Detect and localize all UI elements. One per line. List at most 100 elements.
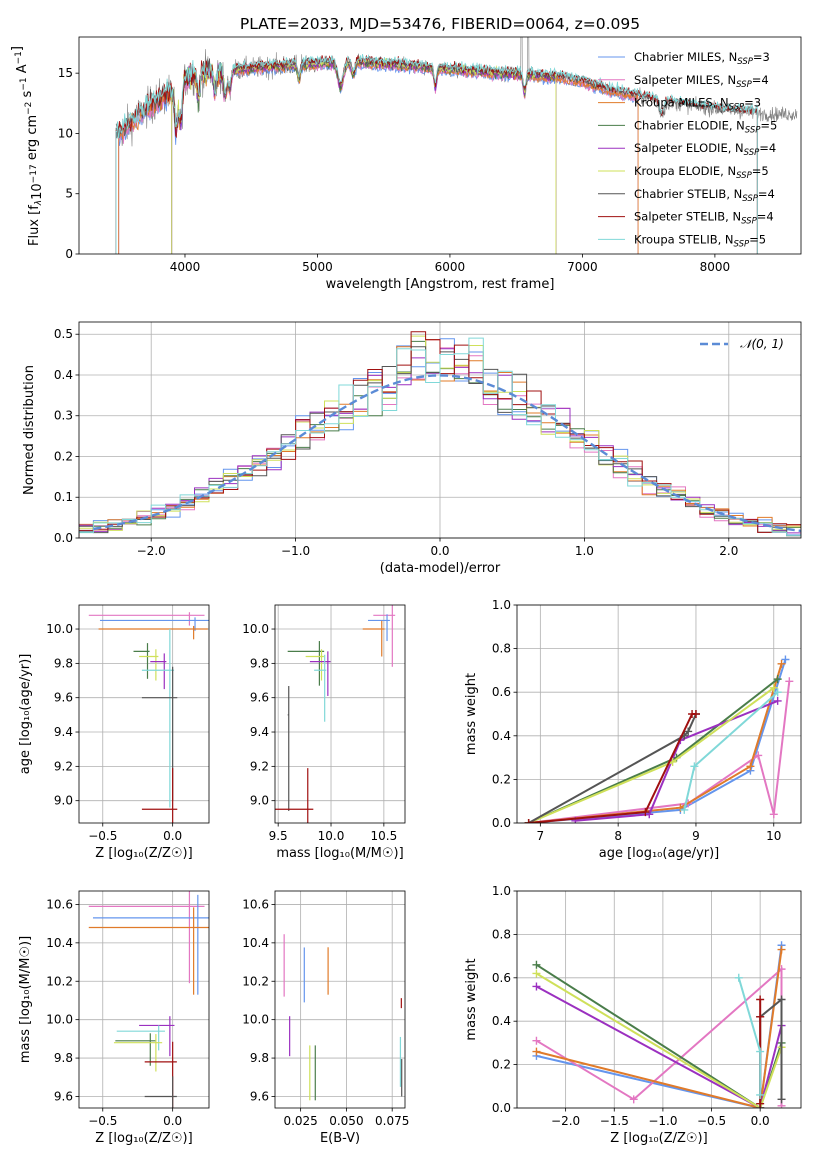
- legend-sub: SSP: [736, 80, 752, 90]
- legend-entry-kroupa_elodie: Kroupa ELODIE, NSSP=5: [634, 164, 769, 181]
- x-tick-label: 0.0: [430, 544, 449, 558]
- y-axis-label-part: erg cm: [25, 115, 40, 164]
- x-tick-label: 0.050: [329, 1114, 363, 1128]
- x-axis-label: Z [log₁₀(Z/Z☉)]: [95, 1131, 192, 1146]
- legend-sub: SSP: [729, 103, 745, 113]
- y-tick-label: 0.8: [492, 642, 511, 656]
- y-tick-label: 9.6: [54, 691, 73, 705]
- weight-marker-salpeter_stelib: [691, 710, 700, 718]
- axes-frame: [78, 321, 802, 539]
- y-axis-label-part: s: [20, 90, 35, 101]
- y-tick-label: 15: [58, 66, 73, 80]
- x-tick-label: −2.0: [137, 544, 166, 558]
- legend-tail: =3: [753, 50, 770, 64]
- y-tick-label: 0.3: [54, 409, 73, 423]
- panel-mass_vs_Z: −0.5 0.0 9.6 9.8 10.0 10.2 10.4 10.6 Z [log₁₀(Z/…: [18, 890, 210, 1146]
- weight-line-kroupa_stelib: [683, 691, 779, 811]
- y-tick-label: 9.6: [250, 691, 269, 705]
- axes-frame: [274, 604, 406, 824]
- model-spectrum-salpeter_miles: [118, 61, 639, 254]
- weight-line-chabrier_miles: [528, 659, 787, 823]
- axes-frame: [78, 604, 210, 824]
- weight-marker-kroupa_stelib: [773, 688, 782, 697]
- weight-marker-salpeter_stelib: [641, 808, 650, 817]
- y-tick-label: 5: [65, 187, 73, 201]
- y-axis-label: mass weight: [464, 673, 479, 755]
- weight-marker-kroupa_miles: [777, 659, 786, 668]
- weight-marker-kroupa_miles: [746, 762, 755, 771]
- legend-entry-kroupa_miles: Kroupa MILES, NSSP=3: [634, 96, 761, 113]
- x-tick-label: 7: [537, 829, 545, 843]
- legend-text: Salpeter ELODIE, N: [634, 141, 744, 155]
- y-tick-label: 9.2: [54, 759, 73, 773]
- y-tick-label: 0.6: [492, 971, 511, 985]
- panel-mass_weight_vs_age: 7 8 9 10 0.0 0.2 0.4 0.6 0.8 1.0 age [log₁₀(age/yr…: [464, 598, 802, 861]
- x-tick-label: −0.5: [697, 1114, 726, 1128]
- y-tick-label: 10.2: [242, 974, 269, 988]
- legend-sub: SSP: [734, 239, 750, 249]
- weight-line-kroupa_stelib: [737, 977, 762, 1095]
- legend-tail: =4: [757, 210, 774, 224]
- x-tick-label: 0.025: [283, 1114, 317, 1128]
- plot-area: [524, 655, 794, 823]
- y-axis-label: mass weight: [464, 958, 479, 1040]
- x-tick-label: 10: [766, 829, 781, 843]
- x-axis-label: wavelength [Angstrom, rest frame]: [326, 277, 555, 292]
- y-tick-label: 9.4: [250, 725, 269, 739]
- x-tick-label: −2.0: [551, 1114, 580, 1128]
- axes: 7 8 9 10 0.0 0.2 0.4 0.6 0.8 1.0 age [log₁₀(age/yr…: [464, 598, 802, 861]
- axes-frame: [274, 890, 406, 1109]
- weight-marker-salpeter_miles: [629, 1095, 638, 1104]
- legend-tail: =5: [749, 232, 766, 246]
- x-tick-label: −0.5: [88, 1114, 117, 1128]
- y-tick-label: 0.4: [492, 1014, 511, 1028]
- y-tick-label: 10.0: [46, 1013, 73, 1027]
- y-axis-label-part: −1: [19, 77, 29, 90]
- legend-text: Salpeter MILES, N: [634, 73, 736, 87]
- legend-entry-chabrier_elodie: Chabrier ELODIE, NSSP=5: [634, 118, 777, 135]
- y-tick-label: 10.0: [242, 1013, 269, 1027]
- plot-area: [115, 37, 798, 254]
- x-tick-label: 8: [614, 829, 622, 843]
- panel-mass_weight_vs_Z: −2.0 −1.5 −1.0 −0.5 0.0 0.0 0.2 0.4 0.6 0.8 1.0 Z […: [464, 884, 802, 1146]
- axes: −2.0 −1.5 −1.0 −0.5 0.0 0.0 0.2 0.4 0.6 0.8 1.0 Z […: [464, 884, 802, 1146]
- y-axis-label-part: −1: [14, 51, 24, 64]
- panel-mass_vs_ebv: 0.025 0.050 0.075 9.6 9.8 10.0 10.2 10.4 10.6 E(B…: [242, 890, 409, 1146]
- model-spectrum-kroupa_stelib: [115, 53, 758, 254]
- axes-frame: [78, 36, 802, 255]
- x-axis-label: Z [log₁₀(Z/Z☉)]: [610, 1131, 707, 1146]
- axes: 9.5 10.0 10.5 9.0 9.2 9.4 9.6 9.8 10.0 mass [log₁…: [242, 604, 406, 861]
- legend: 𝒩(0, 1): [700, 337, 784, 351]
- legend-tail: =5: [752, 164, 769, 178]
- weight-marker-kroupa_miles: [532, 1047, 541, 1056]
- plot-area: [275, 605, 396, 823]
- y-tick-label: 0.2: [492, 1058, 511, 1072]
- grid-lines: [275, 891, 405, 1108]
- weight-marker-salpeter_elodie: [773, 696, 782, 705]
- x-tick-label: 6000: [435, 260, 466, 274]
- y-tick-label: 10.4: [46, 936, 73, 950]
- legend-entry-chabrier_miles: Chabrier MILES, NSSP=3: [634, 50, 770, 67]
- legend-entry-chabrier_stelib: Chabrier STELIB, NSSP=4: [634, 187, 775, 204]
- legend-text: Kroupa STELIB, N: [634, 232, 734, 246]
- y-tick-label: 9.8: [54, 656, 73, 670]
- weight-marker-kroupa_elodie: [532, 969, 541, 978]
- weight-marker-salpeter_stelib: [756, 1012, 765, 1021]
- y-tick-label: 10.6: [242, 897, 269, 911]
- weight-marker-chabrier_stelib: [777, 995, 786, 1004]
- y-axis-label-part: ]: [10, 46, 25, 51]
- weight-line-kroupa_miles: [536, 949, 783, 1108]
- x-axis-label: mass [log₁₀(M/M☉)]: [276, 846, 403, 861]
- y-axis-label-part: 10: [30, 183, 45, 200]
- legend-tail: =5: [760, 118, 777, 132]
- y-axis-label: Flux [fλ10−17 erg cm−2 s−1 A−1]: [10, 46, 45, 246]
- x-tick-label: 1.0: [575, 544, 594, 558]
- legend-text: Kroupa ELODIE, N: [634, 164, 736, 178]
- weight-line-salpeter_stelib: [528, 713, 696, 823]
- axes: 4000 5000 6000 7000 8000 0 5 10 15 wavelength [An…: [10, 36, 802, 292]
- weight-marker-kroupa_stelib: [680, 805, 689, 814]
- y-tick-label: 0.4: [54, 368, 73, 382]
- axes: −0.5 0.0 9.6 9.8 10.0 10.2 10.4 10.6 Z [log₁₀(Z/…: [18, 890, 210, 1146]
- y-axis-label-part: λ: [34, 200, 44, 206]
- plot-area: [88, 891, 209, 1108]
